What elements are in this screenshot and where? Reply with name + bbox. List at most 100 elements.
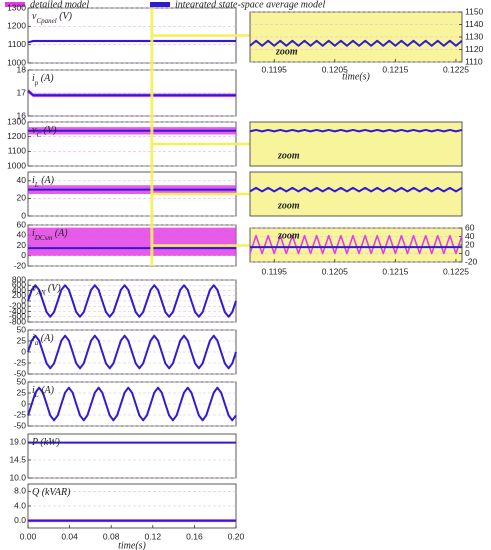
y-tick-label: 20 (17, 240, 27, 250)
zoom-label: zoom (277, 150, 300, 161)
x-tick-label: 0.1225 (443, 64, 469, 74)
label-sub: Cpanel (36, 17, 56, 25)
series-line (249, 39, 463, 47)
panel-frame (27, 433, 237, 479)
y-tick-label: 0 (465, 248, 470, 258)
panel-label: iL (A) (32, 385, 55, 398)
label-text: i (32, 175, 35, 186)
y-tick-label: 60 (17, 219, 27, 229)
label-text: v (32, 11, 37, 22)
y-tick-label: 20 (465, 239, 475, 249)
y-tick-label: -800 (9, 316, 26, 326)
x-tick-label: 0.08 (103, 531, 120, 541)
panel-label: iDCsm (A) (32, 228, 68, 241)
y-tick-label: 40 (17, 175, 27, 185)
series-line (27, 89, 236, 97)
y-tick-label: 1200 (7, 21, 26, 31)
y-tick-label: -200 (9, 301, 26, 311)
y-tick-label: 0 (21, 346, 26, 356)
label-text: P (kW) (31, 437, 61, 448)
x-tick-label: 0.1225 (443, 266, 469, 276)
x-axis-title: time(s) (118, 540, 146, 550)
y-tick-label: 10.0 (9, 472, 26, 482)
x-tick-label: 0.1215 (382, 64, 408, 74)
zoom-label: zoom (277, 230, 300, 241)
y-tick-label: 1140 (465, 19, 484, 29)
label-text: v (32, 125, 37, 136)
label-sub: L (34, 391, 39, 399)
x-tick-label: 0.20 (228, 531, 245, 541)
y-tick-label: -20 (465, 256, 478, 266)
legend-label: integrated state-space average model (175, 0, 325, 10)
zoom-label: zoom (277, 200, 300, 211)
y-tick-label: -25 (14, 409, 27, 419)
y-tick-label: 1300 (7, 116, 26, 126)
panel-label: Q (kVAR) (32, 487, 71, 498)
y-tick-label: 0 (21, 250, 26, 260)
y-tick-label: 1200 (7, 131, 26, 141)
y-tick-label: 1000 (7, 57, 26, 67)
legend-label: detailed model (30, 0, 89, 10)
zoom-label: zoom (275, 46, 298, 57)
panel-label: ia (A) (32, 333, 54, 346)
series-line (249, 234, 463, 255)
y-tick-label: 200 (12, 290, 26, 300)
x-tick-label: 0.1215 (382, 266, 408, 276)
y-tick-label: -400 (9, 306, 26, 316)
y-tick-label: 18 (17, 64, 27, 74)
series-line (27, 40, 236, 44)
x-axis-title: time(s) (342, 71, 370, 82)
y-tick-label: 14.5 (9, 454, 26, 464)
y-tick-label: 1000 (7, 160, 26, 170)
y-tick-label: 20 (17, 193, 27, 203)
y-tick-label: 4.0 (14, 500, 26, 510)
label-unit: (A) (39, 385, 55, 396)
label-text: Q (kVAR) (32, 487, 71, 498)
y-tick-label: 600 (12, 280, 26, 290)
panel-label: vCpanel (V) (32, 11, 73, 24)
y-tick-label: -50 (14, 420, 27, 430)
label-text: i (32, 333, 35, 344)
label-unit: (V) (45, 283, 61, 294)
label-sub: a (35, 339, 39, 347)
panel-frame (27, 69, 237, 117)
label-sub: AN (35, 289, 45, 297)
y-tick-label: 1100 (8, 146, 27, 156)
x-tick-label: 0.1195 (262, 266, 288, 276)
y-tick-label: 50 (17, 324, 27, 334)
label-sub: C (36, 131, 41, 139)
series-line (249, 128, 463, 133)
legend-swatch (5, 2, 25, 7)
x-tick-label: 0.12 (145, 531, 162, 541)
x-tick-label: 0.1205 (322, 64, 348, 74)
y-tick-label: 0.0 (14, 515, 26, 525)
panel-label: ip (A) (32, 73, 54, 86)
y-tick-label: 800 (12, 274, 26, 284)
y-tick-label: 50 (17, 376, 27, 386)
label-sub: DCsm (34, 234, 53, 242)
y-tick-label: -50 (14, 368, 27, 378)
y-tick-label: -25 (14, 357, 27, 367)
label-text: i (32, 73, 35, 84)
series-line (249, 186, 463, 193)
series-line (27, 284, 237, 318)
legend-swatch (150, 2, 170, 7)
y-tick-label: 1110 (465, 56, 483, 66)
label-text: v (32, 283, 37, 294)
label-unit: (A) (38, 333, 54, 344)
y-tick-label: -600 (9, 311, 26, 321)
y-tick-label: 40 (17, 230, 27, 240)
label-sub: L (34, 181, 39, 189)
panel-frame (249, 171, 463, 217)
label-unit: (V) (57, 11, 73, 22)
panel-label: iL (A) (32, 175, 55, 188)
label-sub: p (34, 79, 39, 87)
label-unit: (A) (38, 73, 54, 84)
label-unit: (V) (41, 125, 57, 136)
y-tick-label: 1120 (465, 44, 484, 54)
x-tick-label: 0.04 (61, 531, 78, 541)
label-text: i (32, 385, 35, 396)
x-tick-label: 0.00 (20, 531, 37, 541)
x-tick-label: 0.1195 (262, 64, 288, 74)
